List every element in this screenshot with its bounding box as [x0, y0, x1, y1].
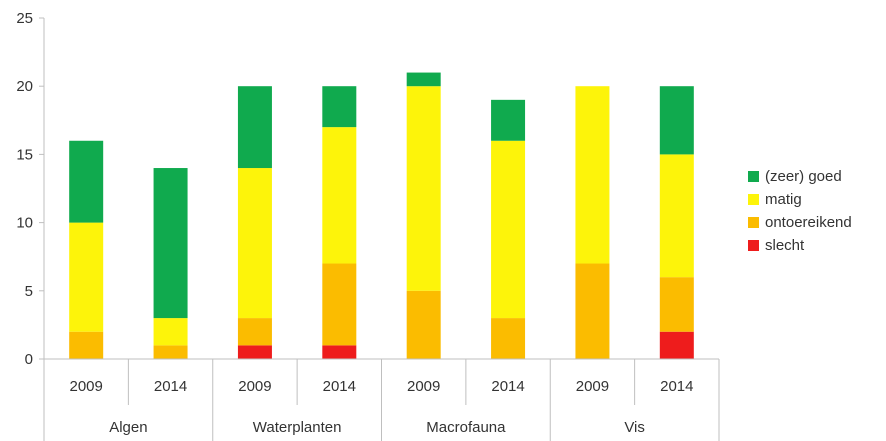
legend-swatch: [748, 194, 759, 205]
bar-segment: [69, 140, 104, 223]
legend-label: slecht: [765, 237, 805, 254]
bar-segment: [237, 168, 272, 319]
bar-segment: [406, 86, 441, 291]
bar-segment: [153, 318, 188, 346]
bar-segment: [659, 154, 694, 278]
x-axis: 2009 2014 2009 2014 2009 2014 2009 2014 Algen Wat…: [43, 358, 720, 441]
bar-segment: [491, 318, 526, 359]
bar-segment: [491, 140, 526, 319]
legend: (zeer) goed matig ontoereikend slecht: [748, 168, 852, 254]
x-group-label: Vis: [624, 419, 645, 436]
bar-segment: [659, 86, 694, 155]
bar-segment: [322, 127, 357, 264]
bar-segment: [406, 290, 441, 359]
bar-segment: [237, 86, 272, 169]
x-category-label: 2009: [576, 378, 609, 395]
y-tick-label: 25: [16, 10, 33, 27]
x-category-label: 2009: [70, 378, 103, 395]
bar-segment: [575, 86, 610, 264]
y-tick-label: 15: [16, 146, 33, 163]
x-category-label: 2014: [323, 378, 356, 395]
bar-segment: [406, 72, 441, 87]
x-group-label: Waterplanten: [253, 419, 342, 436]
y-axis: 0 5 10 15 20 25: [16, 10, 45, 368]
y-tick-label: 0: [25, 351, 33, 368]
bar-segment: [237, 345, 272, 359]
x-category-label: 2009: [238, 378, 271, 395]
bar-segment: [322, 345, 357, 359]
legend-swatch: [748, 171, 759, 182]
legend-swatch: [748, 217, 759, 228]
bar-segment: [237, 318, 272, 346]
legend-swatch: [748, 240, 759, 251]
x-category-label: 2009: [407, 378, 440, 395]
bar-segment: [69, 331, 104, 359]
bar-segment: [153, 345, 188, 359]
bar-segment: [322, 86, 357, 128]
bar-segment: [69, 222, 104, 332]
bars: [69, 72, 694, 359]
bar-segment: [153, 168, 188, 319]
bar-segment: [491, 99, 526, 141]
bar-segment: [322, 263, 357, 346]
x-group-label: Algen: [109, 419, 147, 436]
x-category-label: 2014: [660, 378, 693, 395]
legend-label: matig: [765, 191, 802, 208]
y-tick-label: 20: [16, 78, 33, 95]
bar-segment: [575, 263, 610, 359]
y-tick-label: 10: [16, 215, 33, 232]
y-tick-label: 5: [25, 283, 33, 300]
legend-label: ontoereikend: [765, 214, 852, 231]
legend-label: (zeer) goed: [765, 168, 842, 185]
bar-segment: [659, 331, 694, 359]
x-category-label: 2014: [154, 378, 187, 395]
x-group-label: Macrofauna: [426, 419, 506, 436]
x-category-label: 2014: [491, 378, 524, 395]
bar-segment: [659, 277, 694, 332]
